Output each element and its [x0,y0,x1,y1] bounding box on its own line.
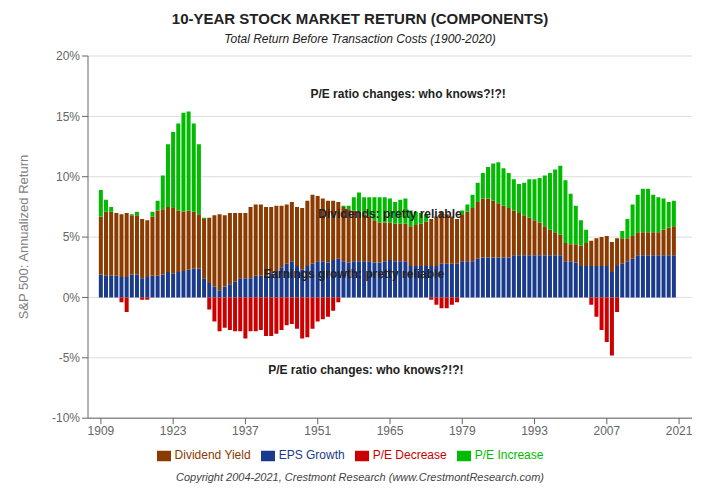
svg-text:1923: 1923 [160,424,187,438]
svg-text:-10%: -10% [52,411,80,425]
svg-text:0%: 0% [63,291,81,305]
html-text:10-YEAR STOCK MARKET RETURN (C: 10-YEAR STOCK MARKET RETURN (COMPONENTS) [171,10,549,27]
svg-text:10%: 10% [56,170,80,184]
svg-text:1993: 1993 [521,424,548,438]
svg-text:P/E ratio changes: who knows?!: P/E ratio changes: who knows?!?! [268,363,463,377]
svg-text:15%: 15% [56,110,80,124]
html-text:Copyright 2004-2021, Crestmont: Copyright 2004-2021, Crestmont Research … [176,471,544,483]
svg-text:1979: 1979 [449,424,476,438]
html-text:Dividend Yield: Dividend Yield [174,448,251,463]
html-text:Total Return Before Transactio: Total Return Before Transaction Costs (1… [224,32,496,46]
svg-text:Earnings growth: pretty reliab: Earnings growth: pretty reliable [263,267,444,281]
svg-text:P/E ratio changes: who knows?!: P/E ratio changes: who knows?!?! [310,87,505,101]
svg-text:1965: 1965 [377,424,404,438]
svg-text:S&P 500: Annualized Return: S&P 500: Annualized Return [16,155,31,320]
html-text:EPS Growth: EPS Growth [278,448,345,463]
svg-text:2007: 2007 [593,424,620,438]
svg-text:1909: 1909 [88,424,115,438]
svg-text:20%: 20% [56,49,80,63]
svg-text:1951: 1951 [304,424,331,438]
svg-text:5%: 5% [63,230,81,244]
html-text:P/E Increase: P/E Increase [474,448,544,463]
svg-text:-5%: -5% [59,351,81,365]
html-text:P/E Decrease: P/E Decrease [372,448,447,463]
svg-text:1937: 1937 [232,424,259,438]
svg-text:2021: 2021 [666,424,693,438]
svg-text:Dividends: pretty reliable: Dividends: pretty reliable [318,207,462,221]
